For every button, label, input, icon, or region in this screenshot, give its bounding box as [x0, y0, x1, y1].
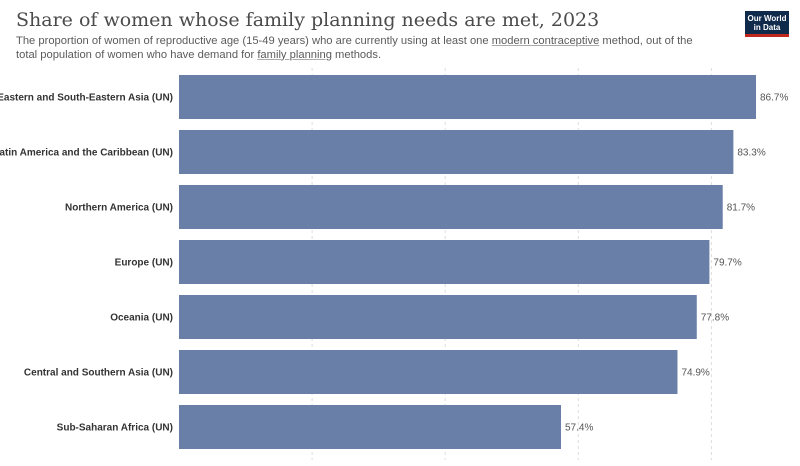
bar-0[interactable] [179, 75, 756, 119]
value-label-5: 74.9% [681, 368, 709, 379]
chart-subtitle: The proportion of women of reproductive … [16, 35, 716, 62]
subtitle-text-1: The proportion of women of reproductive … [16, 35, 492, 47]
owid-logo[interactable]: Our World in Data [745, 11, 789, 37]
subtitle-text-2: method, out of the total population of w… [16, 35, 693, 61]
bar-2[interactable] [179, 185, 723, 229]
category-label-2: Northern America (UN) [65, 203, 173, 214]
category-label-6: Sub-Saharan Africa (UN) [57, 423, 173, 434]
logo-line-1: Our World [747, 14, 787, 23]
subtitle-text-3: methods. [331, 48, 382, 61]
bar-1[interactable] [179, 130, 734, 174]
category-label-0: Eastern and South-Eastern Asia (UN) [0, 93, 173, 104]
family-planning-link[interactable]: family planning [257, 48, 332, 61]
logo-line-2: in Data [753, 23, 781, 32]
value-label-1: 83.3% [737, 148, 765, 159]
bars [179, 75, 756, 449]
labels: Eastern and South-Eastern Asia (UN) 86.7%… [0, 93, 788, 434]
bar-5[interactable] [179, 350, 678, 394]
modern-contraceptive-link[interactable]: modern contraceptive [491, 35, 600, 47]
bar-4[interactable] [179, 295, 697, 339]
value-label-4: 77.8% [701, 313, 729, 324]
bar-3[interactable] [179, 240, 710, 284]
category-label-3: Europe (UN) [115, 258, 173, 269]
value-label-6: 57.4% [565, 423, 593, 434]
bar-6[interactable] [179, 405, 562, 449]
category-label-4: Oceania (UN) [110, 313, 173, 324]
chart-title: Share of women whose family planning nee… [16, 9, 600, 31]
gridlines [311, 68, 712, 460]
value-label-3: 79.7% [713, 258, 741, 269]
value-label-2: 81.7% [727, 203, 755, 214]
category-label-5: Central and Southern Asia (UN) [24, 368, 173, 379]
value-label-0: 86.7% [760, 93, 788, 104]
category-label-1: Latin America and the Caribbean (UN) [0, 148, 173, 159]
